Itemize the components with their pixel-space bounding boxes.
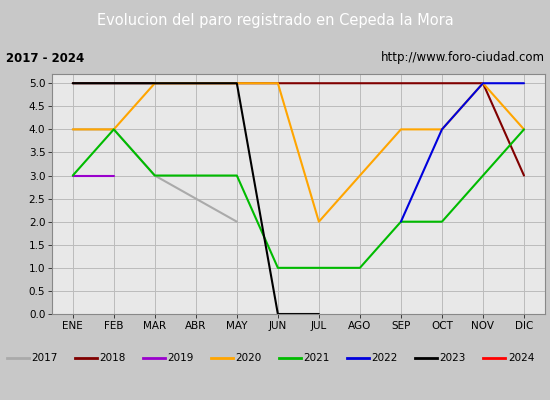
Text: 2021: 2021 xyxy=(304,353,330,363)
Text: 2023: 2023 xyxy=(439,353,466,363)
Text: 2017: 2017 xyxy=(31,353,58,363)
Text: 2020: 2020 xyxy=(235,353,262,363)
Text: 2018: 2018 xyxy=(100,353,126,363)
Text: 2019: 2019 xyxy=(167,353,194,363)
Text: 2024: 2024 xyxy=(508,353,534,363)
Text: http://www.foro-ciudad.com: http://www.foro-ciudad.com xyxy=(381,52,544,64)
Text: 2017 - 2024: 2017 - 2024 xyxy=(6,52,84,64)
Text: Evolucion del paro registrado en Cepeda la Mora: Evolucion del paro registrado en Cepeda … xyxy=(97,14,453,28)
Text: 2022: 2022 xyxy=(372,353,398,363)
